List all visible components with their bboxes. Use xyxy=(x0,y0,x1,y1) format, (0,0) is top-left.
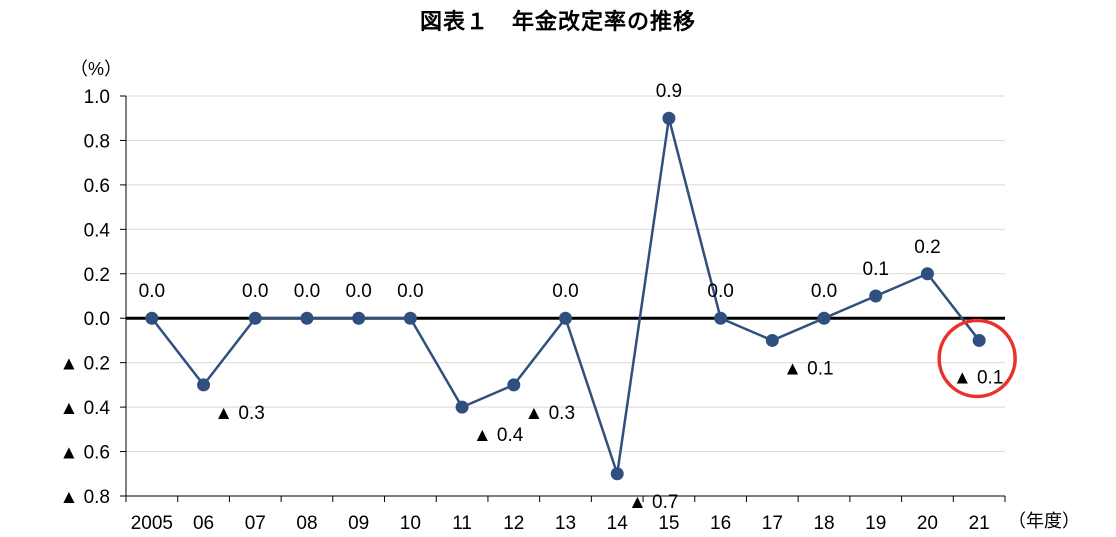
data-label: 0.0 xyxy=(552,281,578,302)
data-label: ▲ 0.1 xyxy=(783,358,834,379)
x-tick-label: 13 xyxy=(555,513,576,534)
x-axis-unit-label: （年度） xyxy=(1008,511,1080,531)
x-tick-label: 18 xyxy=(813,513,834,534)
data-label: 0.0 xyxy=(242,281,268,302)
x-tick-label: 10 xyxy=(400,513,421,534)
y-tick-label: ▲ 0.4 xyxy=(60,398,111,419)
data-label: 0.0 xyxy=(139,281,165,302)
data-point xyxy=(197,378,211,392)
y-tick-label: 0.4 xyxy=(84,220,111,241)
data-point xyxy=(817,311,831,325)
data-label: 0.0 xyxy=(397,281,423,302)
y-tick-label: ▲ 0.6 xyxy=(60,443,111,464)
data-point xyxy=(714,311,728,325)
y-tick-label: 0.6 xyxy=(84,176,110,197)
x-tick-label: 20 xyxy=(917,513,938,534)
x-tick-label: 15 xyxy=(658,513,679,534)
data-point xyxy=(300,311,314,325)
data-label: ▲ 0.3 xyxy=(214,403,265,424)
data-label: 0.0 xyxy=(294,281,320,302)
data-point xyxy=(610,467,624,481)
data-label: 0.0 xyxy=(707,281,733,302)
data-label: 0.0 xyxy=(811,281,837,302)
x-tick-label: 14 xyxy=(607,513,629,534)
data-label: ▲ 0.3 xyxy=(525,403,576,424)
highlight xyxy=(937,318,1017,399)
x-tick-label: 17 xyxy=(762,513,783,534)
x-tick-label: 06 xyxy=(193,513,214,534)
data-point xyxy=(662,111,676,125)
data-label: 0.9 xyxy=(656,81,682,102)
y-axis-unit-label: （%） xyxy=(70,59,122,79)
data-point xyxy=(869,289,883,303)
data-point xyxy=(765,333,779,347)
data-point xyxy=(972,333,986,347)
data-point xyxy=(507,378,521,392)
x-tick-label: 11 xyxy=(452,513,472,534)
data-point xyxy=(559,311,572,325)
x-tick-label: 21 xyxy=(969,513,990,534)
x-tick-label: 2005 xyxy=(131,513,173,534)
series xyxy=(145,111,986,481)
data-point xyxy=(920,267,934,281)
x-tick-label: 16 xyxy=(710,513,731,534)
x-tick-label: 09 xyxy=(348,513,369,534)
y-tick-label: 1.0 xyxy=(84,87,110,108)
data-point xyxy=(352,311,366,325)
data-label: ▲ 0.1 xyxy=(953,367,1004,388)
highlight-circle xyxy=(937,318,1017,399)
data-label: ▲ 0.4 xyxy=(473,425,524,446)
y-tick-label: ▲ 0.2 xyxy=(60,354,111,375)
gridlines xyxy=(126,95,1005,453)
data-labels: 0.0▲ 0.30.0 0.0 0.0 0.0▲ 0.4▲ 0.30.0▲ 0.70.… xyxy=(139,81,1004,513)
x-tick-label: 19 xyxy=(865,513,886,534)
data-point xyxy=(455,400,469,414)
data-label: 0.2 xyxy=(914,237,940,258)
x-tick-label: 07 xyxy=(245,513,266,534)
x-tick-label: 12 xyxy=(503,513,524,534)
data-label: 0.1 xyxy=(863,259,889,280)
y-tick-label: 0.8 xyxy=(84,131,110,152)
axes: 1.0 0.8 0.6 0.4 0.2 0.0 ▲ 0.2 ▲ 0.4 ▲ 0.6 ▲ 0.8 （%… xyxy=(60,59,1081,534)
y-tick-label: 0.0 xyxy=(84,309,110,330)
data-label: 0.0 xyxy=(345,281,371,302)
y-tick-label: ▲ 0.8 xyxy=(60,487,111,508)
y-tick-label: 0.2 xyxy=(84,265,110,286)
data-label: ▲ 0.7 xyxy=(628,492,679,513)
data-point xyxy=(145,311,159,325)
x-tick-label: 08 xyxy=(296,513,317,534)
data-point xyxy=(248,311,262,325)
chart-title: 図表１ 年金改定率の推移 xyxy=(419,10,696,35)
data-point xyxy=(403,311,417,325)
